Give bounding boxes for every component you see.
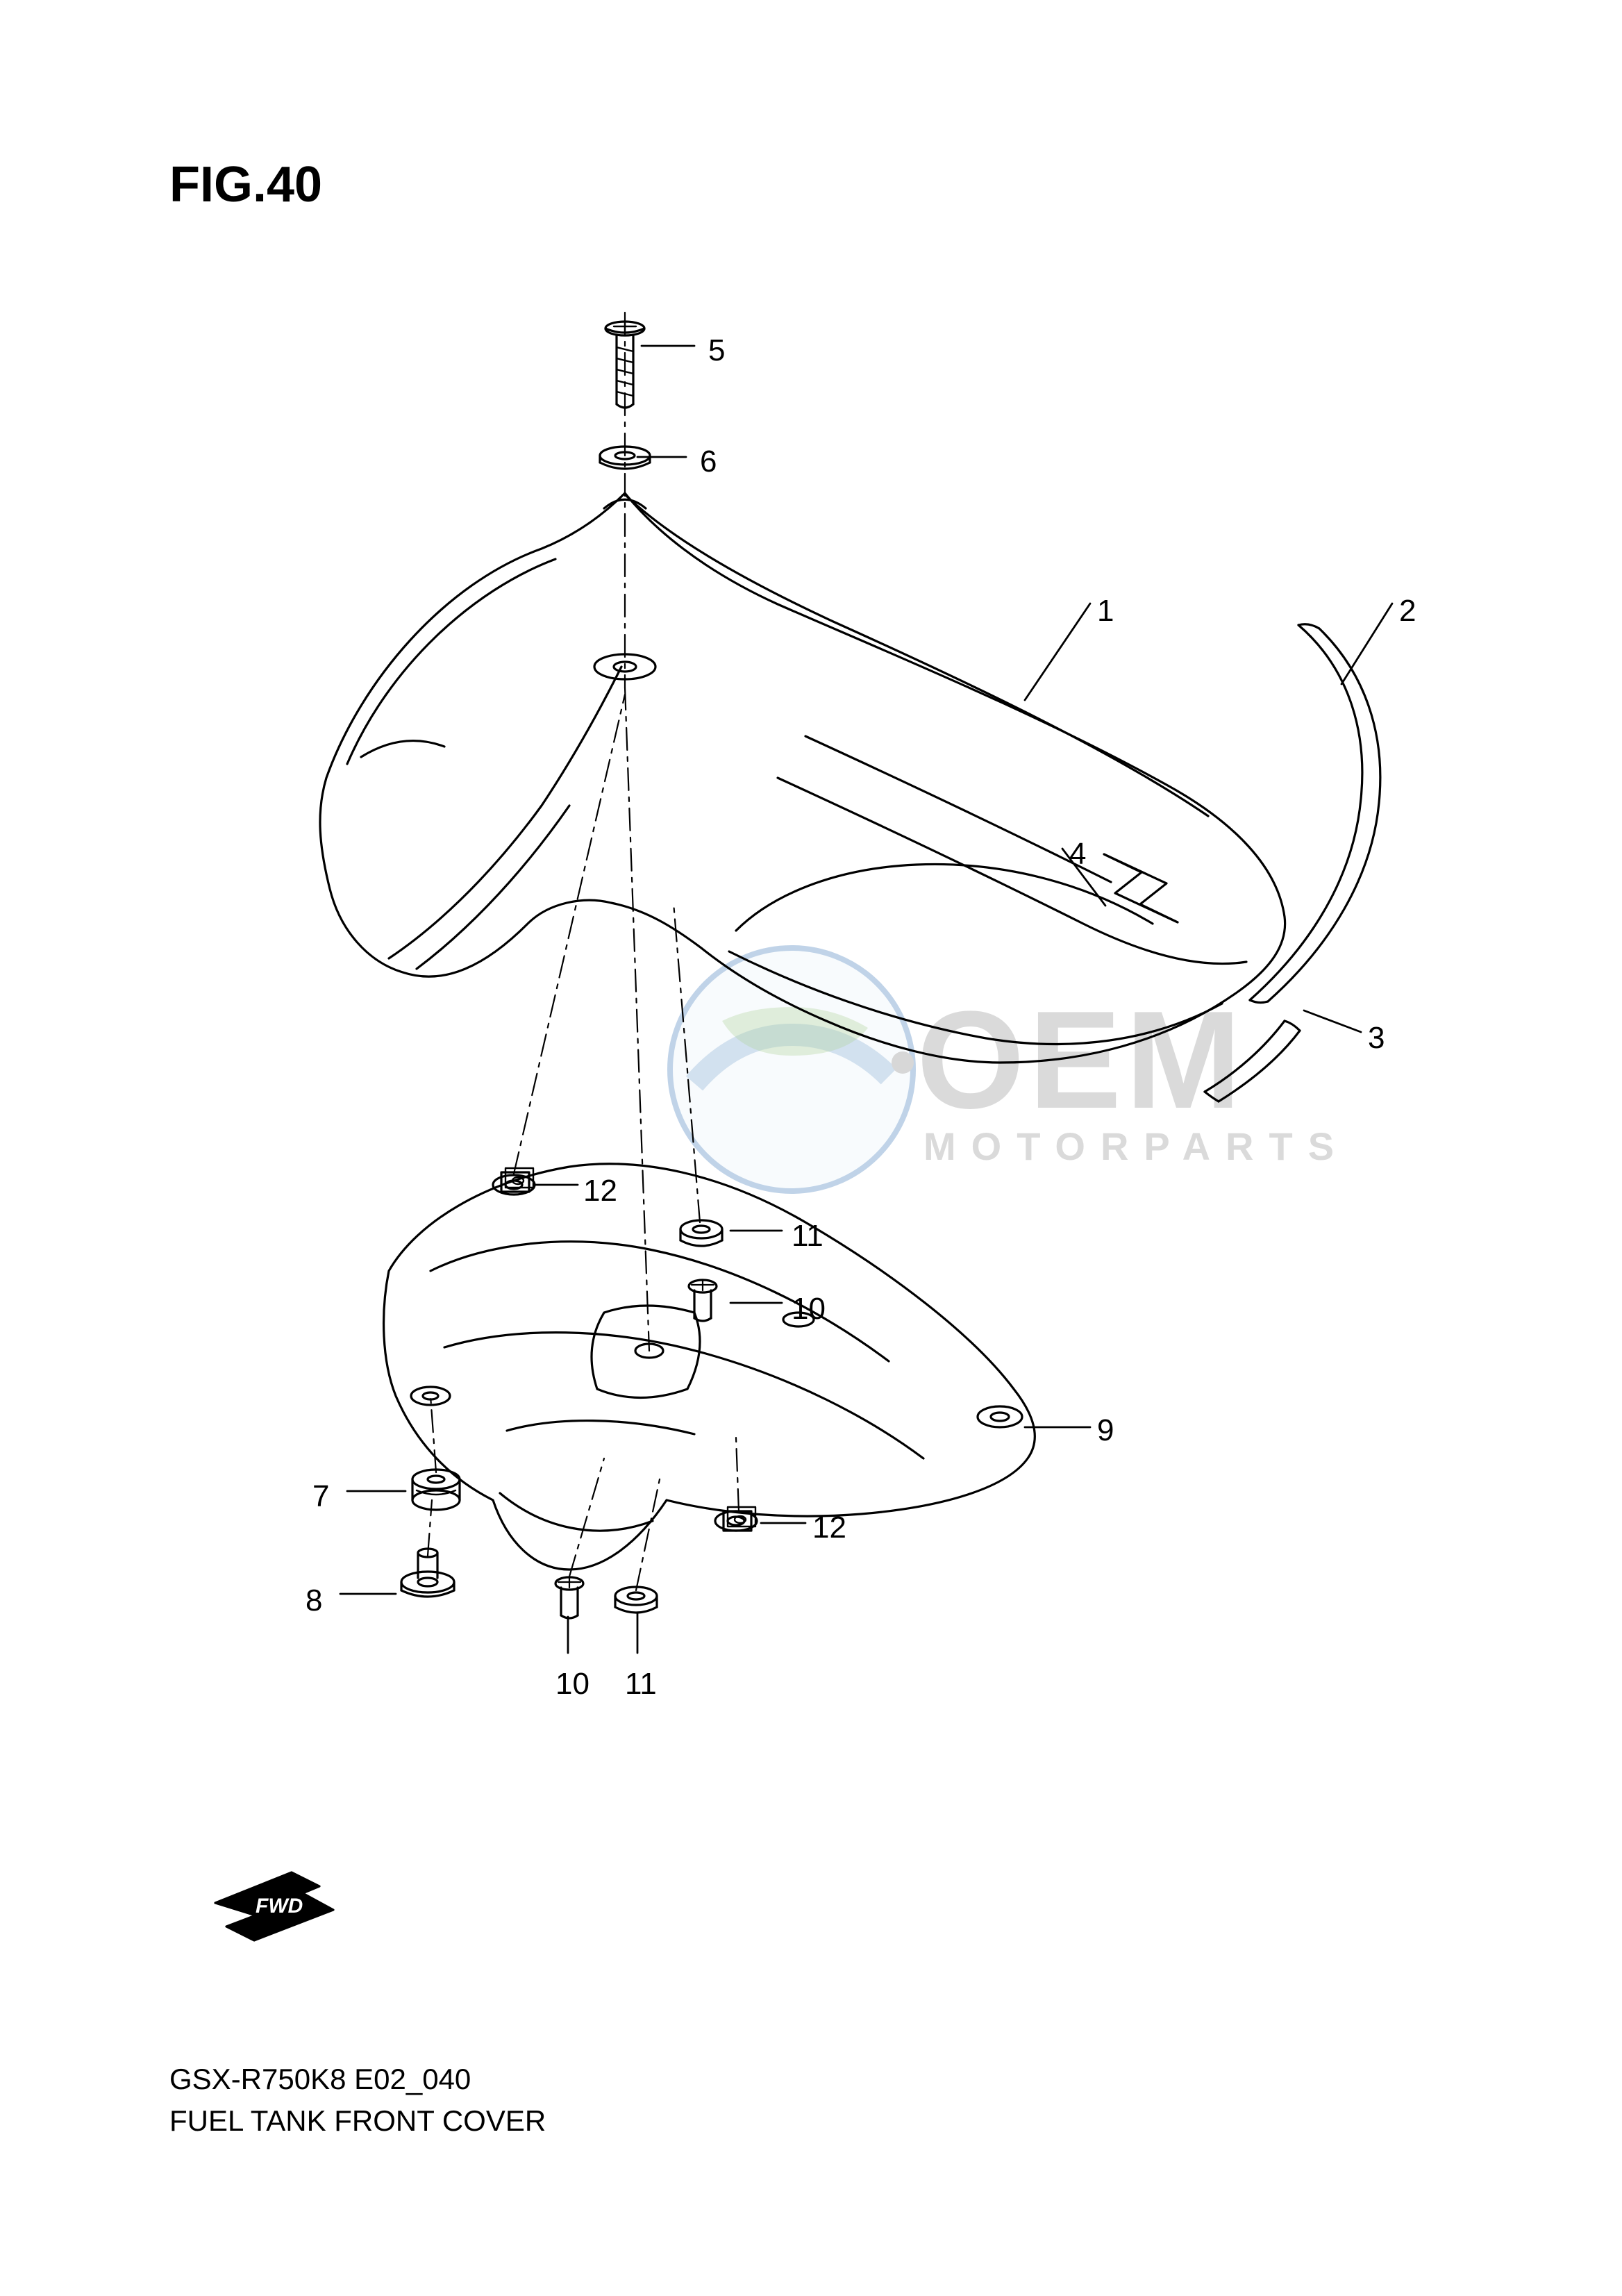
callout-5: 5 (708, 333, 725, 368)
svg-text:FWD: FWD (256, 1895, 303, 1918)
callout-10: 10 (792, 1292, 826, 1326)
diagram-svg: FWD (0, 0, 1622, 2293)
callout-9: 9 (1097, 1413, 1114, 1448)
part-11-grommet-upper (680, 1220, 722, 1246)
callout-3: 3 (1368, 1021, 1385, 1056)
part-1-cover (320, 493, 1285, 1063)
callout-8: 8 (306, 1583, 322, 1618)
callout-4: 4 (1069, 837, 1086, 872)
figure-title: FIG.40 (169, 156, 322, 213)
fwd-arrow-icon: FWD (215, 1872, 333, 1940)
part-2-trim (1250, 624, 1380, 1003)
footer-part-name: FUEL TANK FRONT COVER (169, 2104, 546, 2138)
callout-12: 12 (812, 1511, 846, 1545)
part-10-screw-lower (555, 1577, 583, 1618)
callout-10: 10 (555, 1667, 590, 1702)
part-7-cushion (412, 1470, 460, 1510)
callout-11: 11 (792, 1219, 823, 1254)
part-10-screw-upper (689, 1280, 717, 1321)
footer-model-code: GSX-R750K8 E02_040 (169, 2063, 471, 2096)
callout-6: 6 (700, 444, 717, 479)
part-4-emblem (1104, 854, 1178, 922)
callout-7: 7 (312, 1479, 329, 1514)
callout-12: 12 (583, 1174, 617, 1208)
part-3-trim (1205, 1021, 1300, 1101)
callout-11: 11 (625, 1667, 657, 1702)
part-9-bracket (384, 1164, 1035, 1570)
page: OEM MOTORPARTS (0, 0, 1622, 2293)
callout-1: 1 (1097, 594, 1114, 629)
callout-2: 2 (1399, 594, 1416, 629)
